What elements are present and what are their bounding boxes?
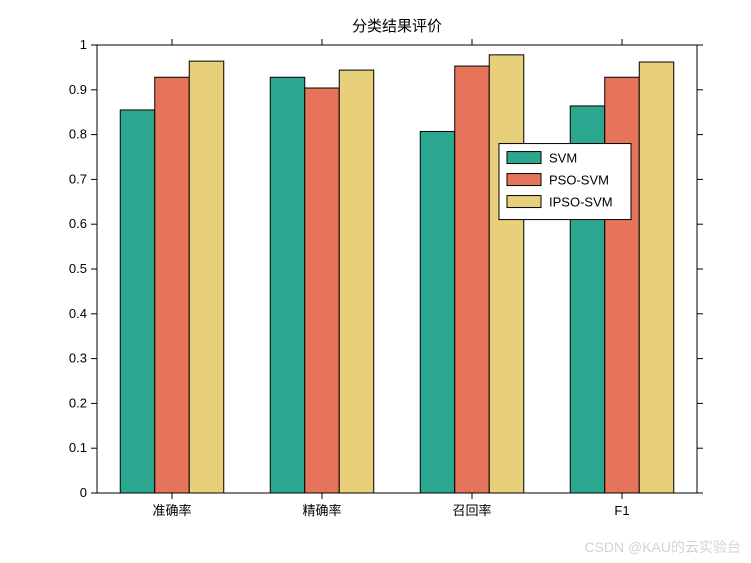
ytick-label: 0.1 [69, 440, 87, 455]
ytick-label: 1 [80, 37, 87, 52]
legend-swatch [507, 196, 541, 208]
xtick-label: 准确率 [152, 503, 191, 518]
xtick-label: 精确率 [302, 503, 341, 518]
ytick-label: 0.8 [69, 127, 87, 142]
ytick-label: 0.7 [69, 171, 87, 186]
legend-swatch [507, 152, 541, 164]
legend-label: SVM [549, 151, 577, 166]
bar [339, 70, 374, 493]
legend-label: PSO-SVM [549, 173, 609, 188]
bar [639, 62, 674, 493]
ytick-label: 0.6 [69, 216, 87, 231]
ytick-label: 0.2 [69, 395, 87, 410]
xtick-label: F1 [614, 503, 629, 518]
bar [120, 110, 155, 493]
ytick-label: 0.5 [69, 261, 87, 276]
ytick-label: 0.9 [69, 82, 87, 97]
bar [605, 77, 640, 493]
legend-label: IPSO-SVM [549, 195, 613, 210]
xtick-label: 召回率 [452, 503, 491, 518]
bar [189, 61, 224, 493]
ytick-label: 0 [80, 485, 87, 500]
bar [420, 131, 455, 493]
bar [270, 77, 305, 493]
ytick-label: 0.3 [69, 351, 87, 366]
bar [155, 77, 190, 493]
bar [305, 88, 340, 493]
bar [489, 55, 524, 493]
chart-title: 分类结果评价 [352, 18, 442, 35]
legend-swatch [507, 174, 541, 186]
ytick-label: 0.4 [69, 306, 87, 321]
chart-svg: 0 0.1 0.2 0.3 0.4 0.5 0.6 0.7 0.8 0.9 1 准确率 精确率 召回率 F1… [0, 0, 751, 563]
bar [455, 66, 490, 493]
